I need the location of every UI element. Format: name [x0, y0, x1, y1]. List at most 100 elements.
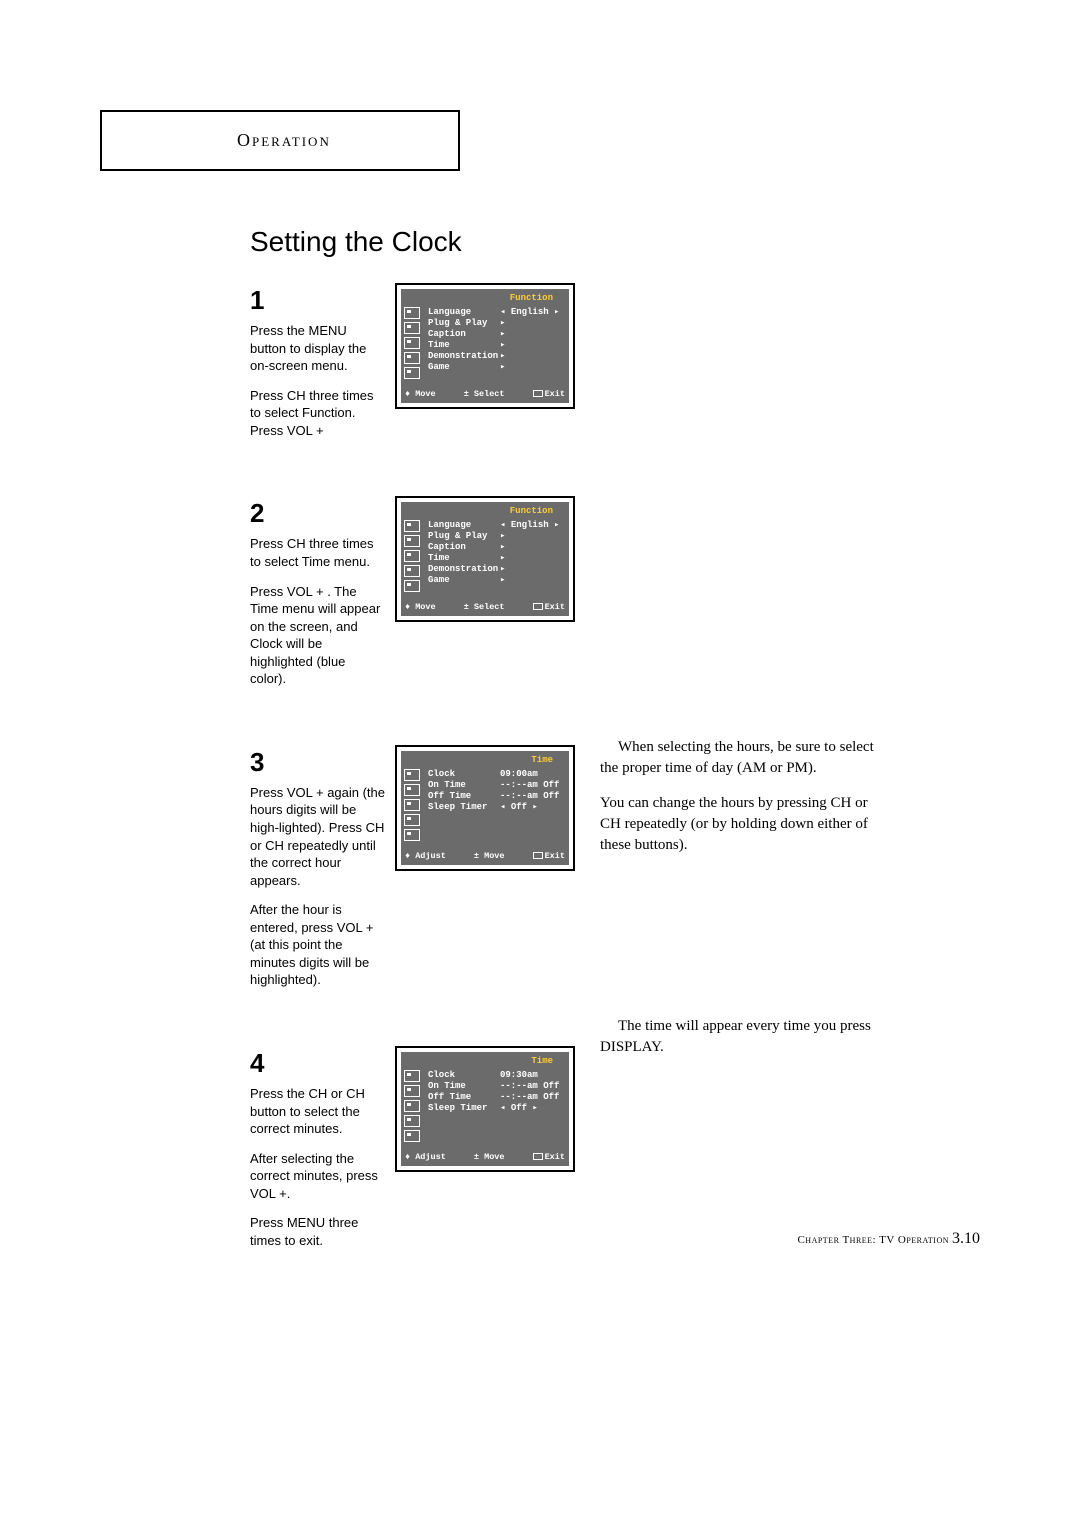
step-paragraph: Press VOL + . The Time menu will appear …	[250, 583, 385, 688]
osd-footer: ♦ Move± SelectExit	[403, 600, 567, 612]
osd-row-value: ◂ English ▸	[500, 520, 559, 530]
step-number: 2	[250, 496, 385, 531]
osd-category-icon	[404, 1070, 420, 1082]
osd-category-icon	[404, 550, 420, 562]
osd-row-value: ▸	[500, 362, 505, 372]
osd-footer-hint: Exit	[533, 1152, 565, 1162]
osd-menu-row: Time▸	[428, 340, 567, 351]
exit-icon	[533, 852, 543, 859]
osd-menu-row: Plug & Play▸	[428, 318, 567, 329]
osd-category-icon	[404, 769, 420, 781]
footer-page-number: 3.10	[952, 1230, 980, 1247]
osd-menu-row: Caption▸	[428, 542, 567, 553]
osd-footer-hint: ♦ Move	[405, 389, 436, 399]
osd-row-value: ▸	[500, 318, 505, 328]
osd-footer-hint: Exit	[533, 602, 565, 612]
osd-row-value: 09:30am	[500, 1070, 538, 1080]
osd-footer-hint: ± Select	[464, 389, 505, 399]
osd-row-label: Time	[428, 340, 500, 350]
osd-menu-row: On Time--:--am Off	[428, 780, 567, 791]
osd-menu-row: Time▸	[428, 553, 567, 564]
osd-inner: Time Clock09:00amOn Time--:--am OffOff Ti…	[401, 751, 569, 865]
osd-category-icon	[404, 829, 420, 841]
step-block: 2 Press CH three times to select Time men…	[250, 496, 980, 699]
osd-category-icon	[404, 565, 420, 577]
side-note: When selecting the hours, be sure to sel…	[600, 737, 890, 870]
step-paragraph: Press CH three times to select Function.…	[250, 387, 385, 440]
step-paragraph: After selecting the correct minutes, pre…	[250, 1150, 385, 1203]
osd-footer-hint: ♦ Adjust	[405, 851, 446, 861]
osd-menu-row: Language◂ English ▸	[428, 307, 567, 318]
osd-menu-row: Demonstration▸	[428, 564, 567, 575]
osd-row-label: Off Time	[428, 1092, 500, 1102]
osd-menu-row: Sleep Timer◂ Off ▸	[428, 802, 567, 813]
exit-icon	[533, 390, 543, 397]
osd-menu-row: Language◂ English ▸	[428, 520, 567, 531]
osd-row-label: Caption	[428, 329, 500, 339]
osd-icon-column	[403, 1070, 424, 1144]
osd-row-label: Clock	[428, 769, 500, 779]
osd-menu-row: Off Time--:--am Off	[428, 791, 567, 802]
osd-row-label: Plug & Play	[428, 318, 500, 328]
osd-category-icon	[404, 1130, 420, 1142]
step-paragraph: Press CH three times to select Time menu…	[250, 535, 385, 570]
osd-row-label: Off Time	[428, 791, 500, 801]
osd-row-label: On Time	[428, 1081, 500, 1091]
osd-category-icon	[404, 337, 420, 349]
osd-title: Function	[403, 506, 567, 516]
side-note-paragraph: When selecting the hours, be sure to sel…	[600, 737, 890, 779]
exit-icon	[533, 1153, 543, 1160]
osd-screenshot: TimeClock09:30amOn Time--:--am OffOff Ti…	[395, 1046, 575, 1172]
osd-row-value: ◂ Off ▸	[500, 1103, 538, 1113]
osd-menu-row: Demonstration▸	[428, 351, 567, 362]
osd-footer-hint: ♦ Move	[405, 602, 436, 612]
osd-row-label: Sleep Timer	[428, 802, 500, 812]
step-instructions: 2 Press CH three times to select Time men…	[250, 496, 385, 699]
step-number: 3	[250, 745, 385, 780]
osd-menu-row: Plug & Play▸	[428, 531, 567, 542]
osd-menu-row: Clock09:30am	[428, 1070, 567, 1081]
osd-footer-hint: ♦ Adjust	[405, 1152, 446, 1162]
osd-row-value: ▸	[500, 340, 505, 350]
step-block: 3 Press VOL + again (the hours digits wil…	[250, 745, 980, 1001]
osd-icon-column	[403, 307, 424, 381]
osd-row-label: Plug & Play	[428, 531, 500, 541]
osd-row-label: Demonstration	[428, 351, 500, 361]
osd-row-value: --:--am Off	[500, 780, 559, 790]
manual-page: Operation Setting the Clock 1Press the M…	[100, 110, 980, 1306]
osd-footer: ♦ Adjust± MoveExit	[403, 1150, 567, 1162]
step-instructions: 3 Press VOL + again (the hours digits wil…	[250, 745, 385, 1001]
osd-row-value: ◂ Off ▸	[500, 802, 538, 812]
osd-row-label: On Time	[428, 780, 500, 790]
osd-category-icon	[404, 784, 420, 796]
osd-row-value: ▸	[500, 329, 505, 339]
step-instructions: 1Press the MENU button to display the on…	[250, 283, 385, 451]
side-note-paragraph: The time will appear every time you pres…	[600, 1016, 890, 1058]
osd-row-value: ◂ English ▸	[500, 307, 559, 317]
step-paragraph: Press VOL + again (the hours digits will…	[250, 784, 385, 889]
osd-screenshot: Time Clock09:00amOn Time--:--am OffOff Ti…	[395, 745, 575, 871]
osd-row-label: Time	[428, 553, 500, 563]
step-paragraph: Press the MENU button to display the on-…	[250, 322, 385, 375]
osd-row-value: 09:00am	[500, 769, 538, 779]
osd-screenshot: FunctionLanguage◂ English ▸Plug & Play▸C…	[395, 496, 575, 622]
osd-icon-column	[403, 769, 424, 843]
osd-inner: FunctionLanguage◂ English ▸Plug & Play▸C…	[401, 502, 569, 616]
osd-category-icon	[404, 535, 420, 547]
osd-row-value: ▸	[500, 531, 505, 541]
osd-row-label: Game	[428, 362, 500, 372]
osd-menu-row: On Time--:--am Off	[428, 1081, 567, 1092]
page-title: Setting the Clock	[250, 226, 980, 258]
osd-menu-row: Game▸	[428, 575, 567, 586]
osd-category-icon	[404, 799, 420, 811]
osd-category-icon	[404, 580, 420, 592]
osd-row-value: ▸	[500, 564, 505, 574]
osd-row-value: ▸	[500, 351, 505, 361]
osd-title: Time	[403, 755, 567, 765]
osd-footer-hint: Exit	[533, 389, 565, 399]
page-footer: Chapter Three: TV Operation 3.10	[797, 1230, 980, 1248]
exit-icon	[533, 603, 543, 610]
step-instructions: 4Press the CH or CH button to select the…	[250, 1046, 385, 1261]
osd-screenshot: FunctionLanguage◂ English ▸Plug & Play▸C…	[395, 283, 575, 409]
osd-category-icon	[404, 352, 420, 364]
